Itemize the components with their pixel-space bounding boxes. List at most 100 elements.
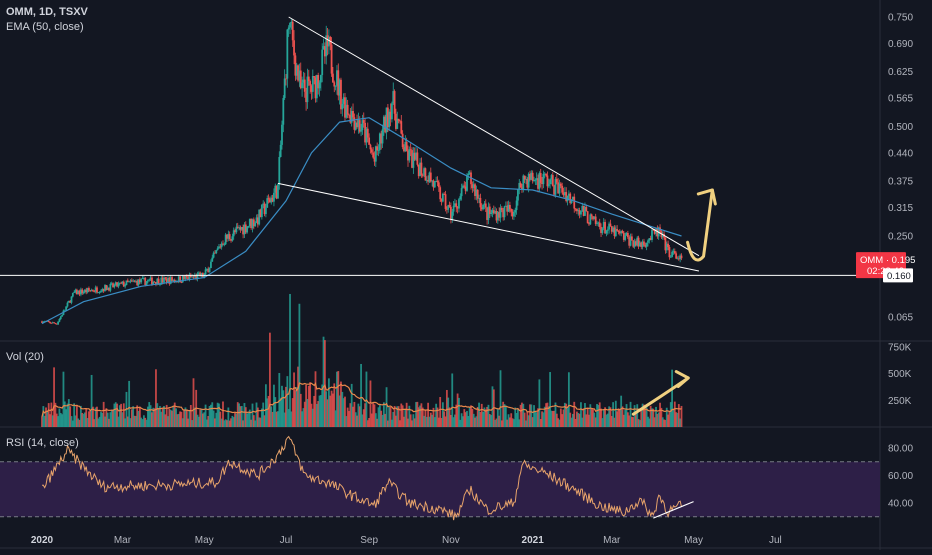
candle-body: [270, 197, 273, 203]
candle-body: [676, 258, 679, 260]
candle-body: [208, 268, 211, 273]
candle-body: [341, 103, 344, 110]
volume-bar: [149, 405, 152, 427]
volume-bar: [128, 380, 131, 427]
candle-body: [562, 192, 565, 196]
candle-body: [538, 173, 541, 189]
volume-bar: [545, 403, 547, 427]
candle-body: [71, 292, 74, 297]
candle-body: [621, 230, 624, 234]
volume-bar: [167, 416, 169, 427]
volume-bar: [475, 416, 478, 427]
candle-body: [487, 206, 490, 220]
volume-bar: [626, 412, 629, 427]
candle-body: [543, 173, 546, 175]
rsi-legend[interactable]: RSI (14, close): [6, 437, 79, 449]
candle-body: [193, 275, 196, 277]
volume-bar: [610, 416, 613, 427]
candle-body: [334, 85, 337, 87]
candle-body: [322, 46, 325, 50]
price-tick-label: 0.565: [888, 94, 913, 105]
volume-bar: [45, 407, 47, 427]
volume-bar: [653, 417, 656, 427]
volume-bar: [399, 420, 401, 427]
volume-bar: [483, 407, 486, 427]
volume-bar: [295, 387, 298, 427]
candle-body: [301, 82, 303, 89]
candle-body: [401, 133, 404, 148]
volume-bar: [332, 393, 334, 427]
candle-body: [293, 40, 295, 56]
rsi-divergence-line[interactable]: [653, 501, 694, 519]
candle-body: [609, 223, 612, 227]
volume-bar: [122, 403, 125, 427]
volume-bar: [299, 393, 302, 427]
volume-bar: [81, 412, 84, 427]
candle-body: [77, 290, 80, 295]
candle-body: [286, 29, 289, 79]
volume-bar: [539, 419, 542, 427]
candle-body: [510, 209, 513, 212]
volume-bar: [484, 409, 487, 427]
candle-body: [428, 172, 431, 182]
volume-bar: [370, 413, 373, 427]
ema-legend[interactable]: EMA (50, close): [6, 21, 84, 33]
candle-body: [285, 78, 287, 80]
candle-body: [647, 240, 649, 243]
volume-bar: [290, 411, 293, 427]
volume-bar: [85, 408, 88, 427]
candle-body: [200, 272, 203, 277]
candle-body: [577, 210, 580, 212]
volume-bar: [529, 404, 531, 427]
candle-body: [279, 144, 282, 157]
volume-bar: [159, 406, 161, 427]
candle-body: [667, 243, 669, 248]
candle-body: [160, 277, 163, 285]
candle-body: [283, 78, 286, 99]
candle-body: [644, 244, 647, 247]
volume-bar: [447, 397, 450, 427]
candle-body: [326, 35, 329, 47]
candle-body: [366, 128, 369, 138]
candle-body: [332, 73, 334, 83]
candle-body: [672, 251, 675, 252]
trendline[interactable]: [277, 182, 700, 272]
volume-bar: [319, 395, 322, 427]
candle-body: [361, 120, 364, 131]
candle-body: [328, 36, 330, 47]
volume-bar: [490, 415, 493, 427]
volume-bar: [248, 409, 251, 427]
trendline[interactable]: [288, 16, 700, 257]
candle-body: [431, 180, 434, 182]
volume-legend[interactable]: Vol (20): [6, 351, 44, 363]
candle-body: [93, 291, 96, 293]
volume-bar: [411, 420, 413, 427]
candle-body: [57, 321, 59, 325]
volume-bar: [499, 370, 502, 427]
candle-body: [553, 185, 556, 195]
symbol-legend[interactable]: OMM, 1D, TSXV: [6, 6, 88, 18]
volume-bar: [254, 420, 257, 427]
volume-bar: [515, 412, 518, 427]
candle-body: [97, 292, 100, 294]
volume-bar: [59, 412, 62, 427]
volume-bar: [169, 409, 172, 427]
volume-bar: [657, 412, 660, 427]
candle-body: [462, 185, 464, 189]
volume-bar: [452, 417, 455, 427]
candle-body: [70, 296, 73, 303]
candle-body: [447, 205, 450, 210]
volume-bar: [655, 406, 657, 427]
price-tick-label: 0.625: [888, 67, 913, 78]
candle-body: [648, 238, 651, 241]
volume-bar: [511, 418, 514, 427]
volume-bar: [618, 409, 621, 427]
candle-body: [54, 323, 57, 324]
candle-body: [546, 175, 549, 187]
candle-body: [443, 193, 446, 195]
candle-body: [98, 292, 101, 294]
x-tick-label: May: [195, 535, 214, 546]
candle-body: [291, 21, 294, 41]
